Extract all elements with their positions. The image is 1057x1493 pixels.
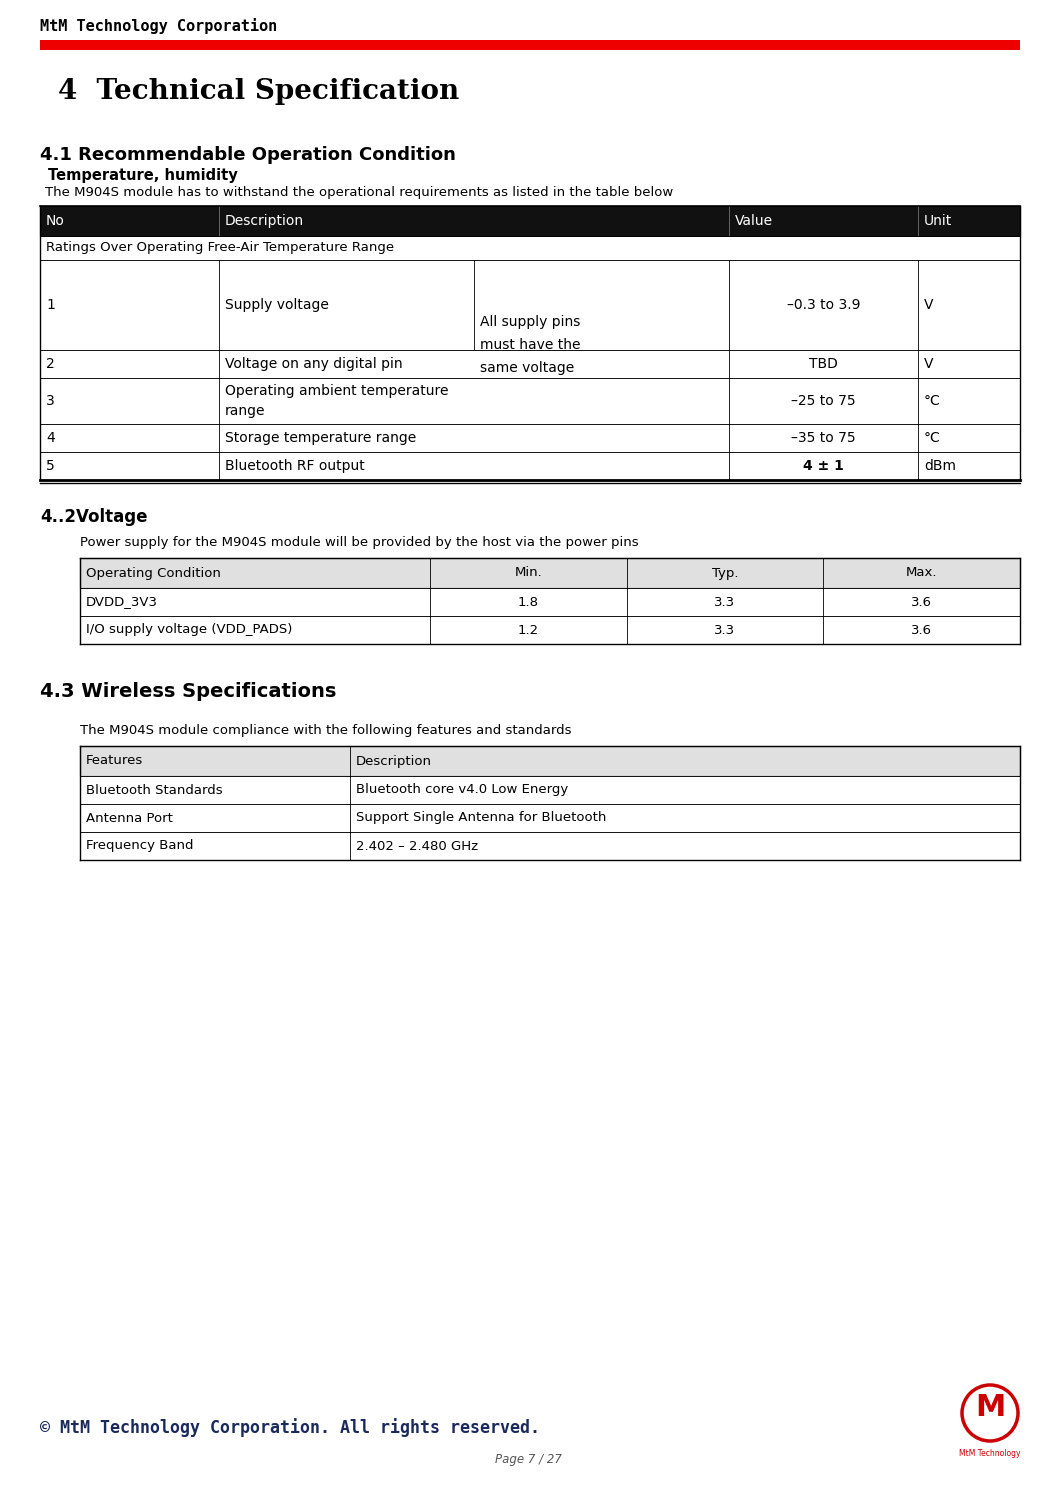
Text: TBD: TBD (809, 357, 838, 370)
Bar (80, 746, 1020, 776)
Text: The M904S module has to withstand the operational requirements as listed in the : The M904S module has to withstand the op… (45, 187, 673, 199)
Text: Typ.: Typ. (711, 566, 738, 579)
Text: °C: °C (924, 394, 941, 408)
Text: M: M (975, 1393, 1005, 1423)
Text: 4.1 Recommendable Operation Condition: 4.1 Recommendable Operation Condition (40, 146, 456, 164)
Text: MtM Technology: MtM Technology (960, 1450, 1021, 1459)
Bar (80, 558, 1020, 588)
Text: Temperature, humidity: Temperature, humidity (48, 169, 238, 184)
Bar (40, 349, 1020, 378)
Text: 4..2Voltage: 4..2Voltage (40, 508, 148, 526)
Text: Frequency Band: Frequency Band (86, 839, 193, 853)
Text: 3.6: 3.6 (911, 624, 932, 636)
Bar (40, 236, 1020, 260)
Bar (40, 40, 1020, 49)
Bar (80, 805, 1020, 832)
Text: © MtM Technology Corporation. All rights reserved.: © MtM Technology Corporation. All rights… (40, 1418, 540, 1436)
Bar (80, 776, 1020, 805)
Text: Power supply for the M904S module will be provided by the host via the power pin: Power supply for the M904S module will b… (80, 536, 638, 549)
Text: –25 to 75: –25 to 75 (792, 394, 856, 408)
Text: No: No (47, 213, 64, 228)
Bar (80, 588, 1020, 617)
Text: 3.3: 3.3 (715, 624, 736, 636)
Text: Min.: Min. (515, 566, 542, 579)
Text: 3.3: 3.3 (715, 596, 736, 609)
Text: 3: 3 (47, 394, 55, 408)
Text: 3.6: 3.6 (911, 596, 932, 609)
Text: Page 7 / 27: Page 7 / 27 (495, 1453, 562, 1466)
Bar (80, 617, 1020, 643)
Text: Voltage on any digital pin: Voltage on any digital pin (225, 357, 403, 370)
Text: Max.: Max. (906, 566, 938, 579)
Text: V: V (924, 299, 933, 312)
Text: 4  Technical Specification: 4 Technical Specification (58, 78, 459, 105)
Bar (40, 378, 1020, 424)
Text: Support Single Antenna for Bluetooth: Support Single Antenna for Bluetooth (355, 812, 606, 824)
Text: 2.402 – 2.480 GHz: 2.402 – 2.480 GHz (355, 839, 478, 853)
Text: Operating Condition: Operating Condition (86, 566, 221, 579)
Text: Storage temperature range: Storage temperature range (225, 431, 415, 445)
Text: –35 to 75: –35 to 75 (792, 431, 856, 445)
Text: dBm: dBm (924, 458, 956, 473)
Text: Bluetooth Standards: Bluetooth Standards (86, 784, 223, 796)
Text: Antenna Port: Antenna Port (86, 812, 173, 824)
Bar (40, 260, 1020, 349)
Text: Bluetooth RF output: Bluetooth RF output (225, 458, 365, 473)
Text: Features: Features (86, 754, 144, 767)
Text: Unit: Unit (924, 213, 952, 228)
Bar (40, 452, 1020, 481)
Text: Operating ambient temperature
range: Operating ambient temperature range (225, 384, 448, 418)
Text: 2: 2 (47, 357, 55, 370)
Text: Supply voltage: Supply voltage (225, 299, 329, 312)
Text: The M904S module compliance with the following features and standards: The M904S module compliance with the fol… (80, 724, 572, 738)
Text: Bluetooth core v4.0 Low Energy: Bluetooth core v4.0 Low Energy (355, 784, 568, 796)
Text: V: V (924, 357, 933, 370)
Text: DVDD_3V3: DVDD_3V3 (86, 596, 157, 609)
Text: 4 ± 1: 4 ± 1 (803, 458, 843, 473)
Text: °C: °C (924, 431, 941, 445)
Text: 4: 4 (47, 431, 55, 445)
Text: MtM Technology Corporation: MtM Technology Corporation (40, 18, 277, 34)
Text: 1.8: 1.8 (518, 596, 539, 609)
Text: Ratings Over Operating Free-Air Temperature Range: Ratings Over Operating Free-Air Temperat… (47, 242, 394, 254)
Bar (80, 832, 1020, 860)
Text: –0.3 to 3.9: –0.3 to 3.9 (786, 299, 860, 312)
Text: 4.3 Wireless Specifications: 4.3 Wireless Specifications (40, 682, 336, 702)
Text: Description: Description (355, 754, 431, 767)
Text: Description: Description (225, 213, 303, 228)
Text: 1.2: 1.2 (518, 624, 539, 636)
Bar (40, 424, 1020, 452)
Text: Value: Value (735, 213, 773, 228)
Text: I/O supply voltage (VDD_PADS): I/O supply voltage (VDD_PADS) (86, 624, 293, 636)
Bar (40, 206, 1020, 236)
Text: All supply pins
must have the
same voltage: All supply pins must have the same volta… (480, 315, 580, 375)
Text: 5: 5 (47, 458, 55, 473)
Text: 1: 1 (47, 299, 55, 312)
